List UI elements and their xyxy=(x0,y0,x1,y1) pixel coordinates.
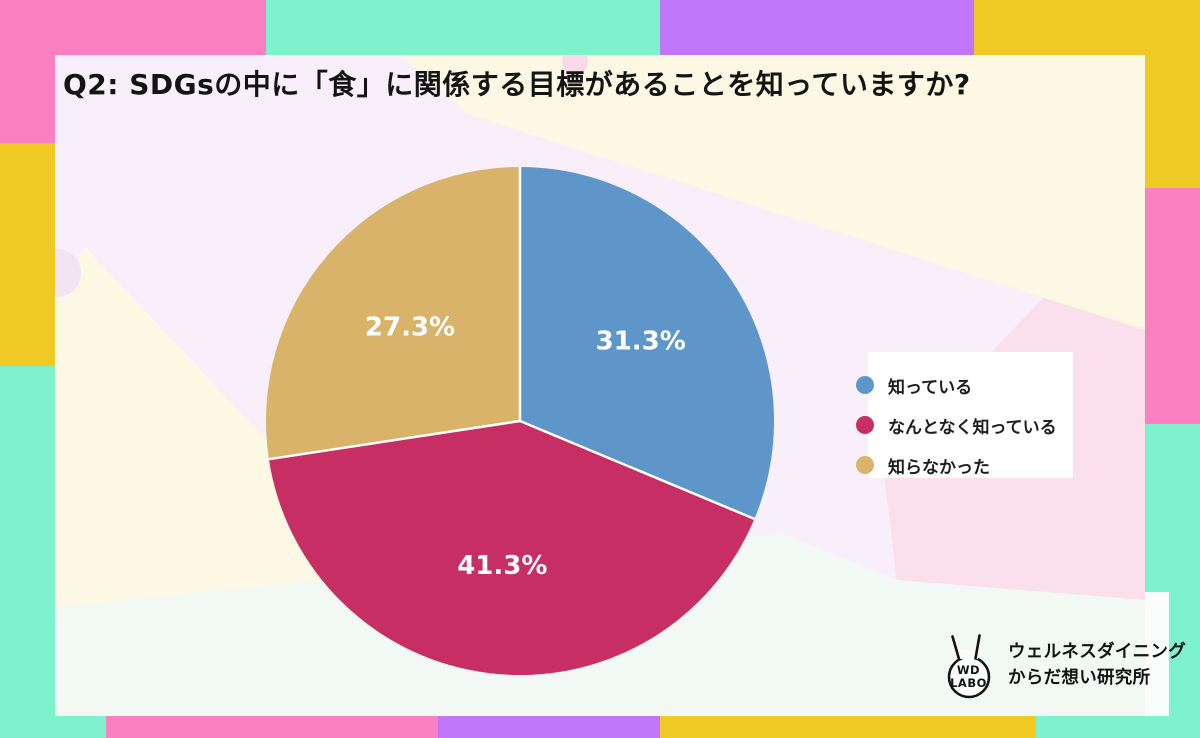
pie-data-label: 41.3% xyxy=(457,551,547,581)
legend-items: 知っているなんとなく知っている 知らなかった xyxy=(856,365,1073,485)
legend-item: 知らなかった xyxy=(856,445,1073,485)
border-top-purple xyxy=(660,0,974,55)
pie-divider xyxy=(519,419,755,521)
border-bottom-yellow xyxy=(660,716,1036,738)
pie-chart: 31.3% 41.3% 27.3% xyxy=(266,167,775,676)
brand-name: ウェルネスダイニング からだ想い研究所 xyxy=(1008,639,1186,691)
border-right-pink xyxy=(1145,188,1200,424)
flask-badge-line1: WD xyxy=(957,663,980,677)
legend-item: なんとなく知っている xyxy=(856,405,1073,445)
border-top-mint xyxy=(266,0,660,55)
border-left-mint xyxy=(0,366,55,738)
border-bottom-mint xyxy=(1036,716,1200,738)
content-area: Q2: SDGsの中に「食」に関係する目標があることを知っていますか? 31.3… xyxy=(55,55,1145,716)
legend-item: 知っている xyxy=(856,365,1073,405)
legend-label: なんとなく知っている xyxy=(888,417,1057,438)
pie-slice-0 xyxy=(520,167,775,519)
pie-slice-2 xyxy=(266,167,520,460)
border-bottom-purple xyxy=(438,716,660,738)
paper-overlap-patch xyxy=(1145,592,1169,716)
legend: 知っているなんとなく知っている 知らなかった xyxy=(856,352,1073,478)
flask-icon: WD LABO xyxy=(947,634,991,699)
border-left-yellow xyxy=(0,143,55,366)
brand-name-line1: ウェルネスダイニング xyxy=(1008,642,1186,662)
border-bottom-pink xyxy=(106,716,438,738)
pie-data-label: 31.3% xyxy=(596,327,686,357)
border-right-yellow xyxy=(1145,0,1200,188)
pin-decoration-top xyxy=(562,55,588,75)
legend-label: 知っている xyxy=(888,377,973,398)
legend-swatch-icon xyxy=(856,376,874,394)
brand-name-line2: からだ想い研究所 xyxy=(1008,668,1151,688)
pie-divider xyxy=(268,419,521,461)
flask-badge-line2: LABO xyxy=(950,676,987,690)
legend-label: 知らなかった xyxy=(888,457,990,478)
pie-slice-1 xyxy=(268,421,755,676)
legend-swatch-icon xyxy=(856,416,874,434)
border-left-pink xyxy=(0,0,55,143)
brand-logo: WD LABO ウェルネスダイニング からだ想い研究所 xyxy=(936,628,1186,702)
pie-data-label: 27.3% xyxy=(365,313,455,343)
legend-swatch-icon xyxy=(856,456,874,474)
chart-title: Q2: SDGsの中に「食」に関係する目標があることを知っていますか? xyxy=(63,68,971,101)
